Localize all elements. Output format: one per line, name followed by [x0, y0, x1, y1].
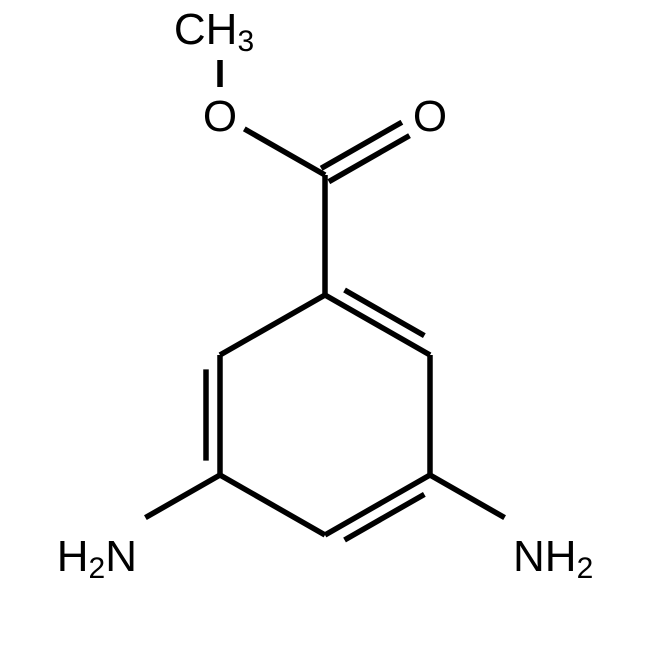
atom-label-O9: O — [203, 92, 237, 141]
atom-label-O8: O — [413, 92, 447, 141]
molecule-diagram: OOCH3NH2H2N — [0, 0, 650, 650]
